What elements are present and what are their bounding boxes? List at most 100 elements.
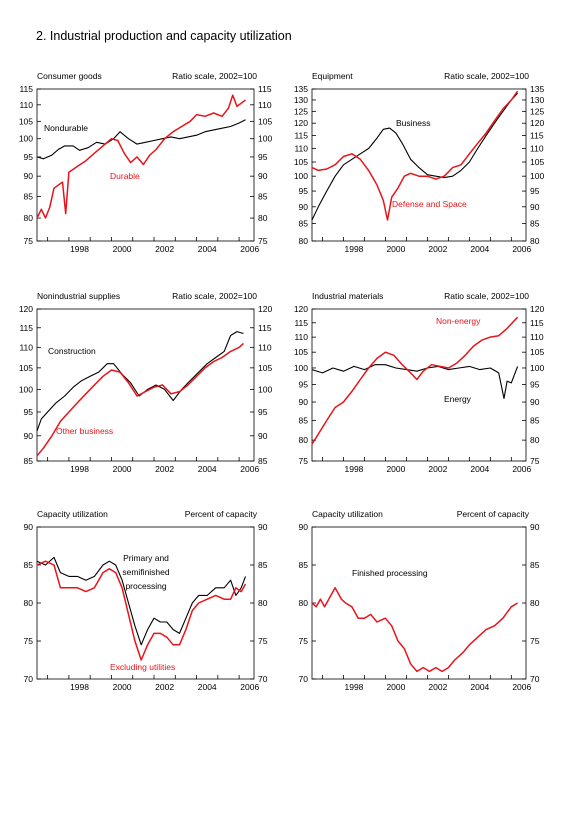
- y-tick-label-right: 85: [258, 560, 268, 570]
- panel-title: Capacity utilization: [37, 509, 108, 519]
- x-tick-label: 2004: [198, 244, 217, 254]
- x-tick-label: 2004: [470, 464, 489, 474]
- panel-title: Industrial materials: [312, 291, 383, 301]
- y-tick-label-right: 100: [530, 363, 544, 373]
- series-line: [36, 94, 246, 219]
- y-tick-label-right: 75: [530, 636, 540, 646]
- series-label: Finished processing: [352, 568, 428, 578]
- series-label: Defense and Space: [392, 199, 467, 209]
- y-tick-label-right: 95: [258, 407, 268, 417]
- y-tick-label-right: 130: [530, 95, 544, 105]
- y-tick-label-right: 115: [258, 84, 272, 94]
- y-tick-label-left: 90: [299, 522, 309, 532]
- y-tick-label-left: 125: [294, 106, 308, 116]
- x-tick-label: 2006: [512, 464, 531, 474]
- y-tick-label-left: 90: [24, 431, 34, 441]
- series-line: [311, 364, 519, 400]
- series-label: Durable: [110, 171, 140, 181]
- y-tick-label-left: 105: [19, 116, 33, 126]
- y-tick-label-right: 125: [530, 106, 544, 116]
- y-tick-label-right: 95: [530, 186, 540, 196]
- y-tick-label-right: 100: [258, 384, 272, 394]
- y-tick-label-right: 100: [530, 171, 544, 181]
- y-tick-label-right: 85: [530, 560, 540, 570]
- y-tick-label-left: 85: [299, 560, 309, 570]
- y-tick-label-left: 95: [299, 380, 309, 390]
- series-label: Nondurable: [44, 123, 88, 133]
- panel-scale-note: Ratio scale, 2002=100: [444, 71, 529, 81]
- x-tick-label: 1998: [70, 244, 89, 254]
- y-tick-label-left: 85: [24, 191, 34, 201]
- y-tick-label-left: 100: [294, 363, 308, 373]
- y-tick-label-left: 75: [299, 456, 309, 466]
- y-tick-label-right: 80: [258, 598, 268, 608]
- y-tick-label-left: 80: [299, 435, 309, 445]
- y-tick-label-right: 100: [258, 134, 272, 144]
- y-tick-label-left: 80: [299, 598, 309, 608]
- x-tick-label: 2002: [428, 244, 447, 254]
- y-tick-label-right: 110: [530, 332, 544, 342]
- y-tick-label-right: 90: [530, 397, 540, 407]
- x-tick-label: 2000: [113, 244, 132, 254]
- y-tick-label-right: 70: [530, 674, 540, 684]
- y-tick-label-right: 90: [258, 171, 268, 181]
- x-tick-label: 2002: [155, 244, 174, 254]
- y-tick-label-left: 90: [299, 397, 309, 407]
- y-tick-label-left: 70: [24, 674, 34, 684]
- y-tick-label-left: 75: [24, 236, 34, 246]
- y-tick-label-left: 75: [24, 636, 34, 646]
- y-tick-label-left: 85: [24, 456, 34, 466]
- series-label: processing: [125, 581, 166, 591]
- x-tick-label: 2004: [198, 464, 217, 474]
- x-tick-label: 1998: [70, 464, 89, 474]
- series-line: [36, 556, 247, 646]
- y-tick-label-right: 80: [530, 236, 540, 246]
- series-line: [311, 92, 519, 221]
- y-tick-label-right: 85: [530, 416, 540, 426]
- panel-scale-note: Ratio scale, 2002=100: [172, 291, 257, 301]
- series-label: Energy: [444, 394, 472, 404]
- y-tick-label-right: 70: [258, 674, 268, 684]
- y-tick-label-left: 120: [294, 304, 308, 314]
- panel-title: Consumer goods: [37, 71, 102, 81]
- x-tick-label: 2006: [240, 682, 259, 692]
- y-tick-label-left: 115: [19, 323, 33, 333]
- series-label: Non-energy: [436, 316, 481, 326]
- series-label: Primary and: [123, 553, 169, 563]
- panel-title: Nonindustrial supplies: [37, 291, 120, 301]
- x-tick-label: 2000: [113, 682, 132, 692]
- x-tick-label: 2002: [428, 682, 447, 692]
- x-tick-label: 2006: [240, 464, 259, 474]
- y-tick-label-left: 120: [19, 304, 33, 314]
- y-tick-label-right: 135: [530, 84, 544, 94]
- y-tick-label-right: 110: [530, 143, 544, 153]
- y-tick-label-left: 120: [294, 118, 308, 128]
- y-tick-label-left: 80: [299, 236, 309, 246]
- y-tick-label-left: 115: [294, 131, 308, 141]
- plot-frame: [311, 88, 527, 242]
- y-tick-label-right: 115: [258, 323, 272, 333]
- series-line: [36, 331, 244, 432]
- y-tick-label-left: 135: [294, 84, 308, 94]
- x-tick-label: 2000: [386, 682, 405, 692]
- series-line: [36, 119, 246, 160]
- y-tick-label-right: 110: [258, 342, 272, 352]
- y-tick-label-left: 100: [294, 171, 308, 181]
- y-tick-label-right: 85: [258, 191, 268, 201]
- y-tick-label-left: 110: [19, 100, 33, 110]
- series-label: Excluding utilities: [110, 662, 175, 672]
- panel-scale-note: Percent of capacity: [457, 509, 530, 519]
- y-tick-label-left: 90: [24, 522, 34, 532]
- y-tick-label-left: 105: [294, 157, 308, 167]
- y-tick-label-right: 110: [258, 100, 272, 110]
- y-tick-label-right: 95: [530, 380, 540, 390]
- y-tick-label-right: 105: [258, 363, 272, 373]
- y-tick-label-left: 110: [294, 332, 308, 342]
- y-tick-label-right: 80: [530, 435, 540, 445]
- plot-frame: [311, 308, 527, 462]
- x-tick-label: 1998: [344, 682, 363, 692]
- x-tick-label: 2006: [240, 244, 259, 254]
- x-tick-label: 2000: [386, 464, 405, 474]
- y-tick-label-right: 85: [530, 218, 540, 228]
